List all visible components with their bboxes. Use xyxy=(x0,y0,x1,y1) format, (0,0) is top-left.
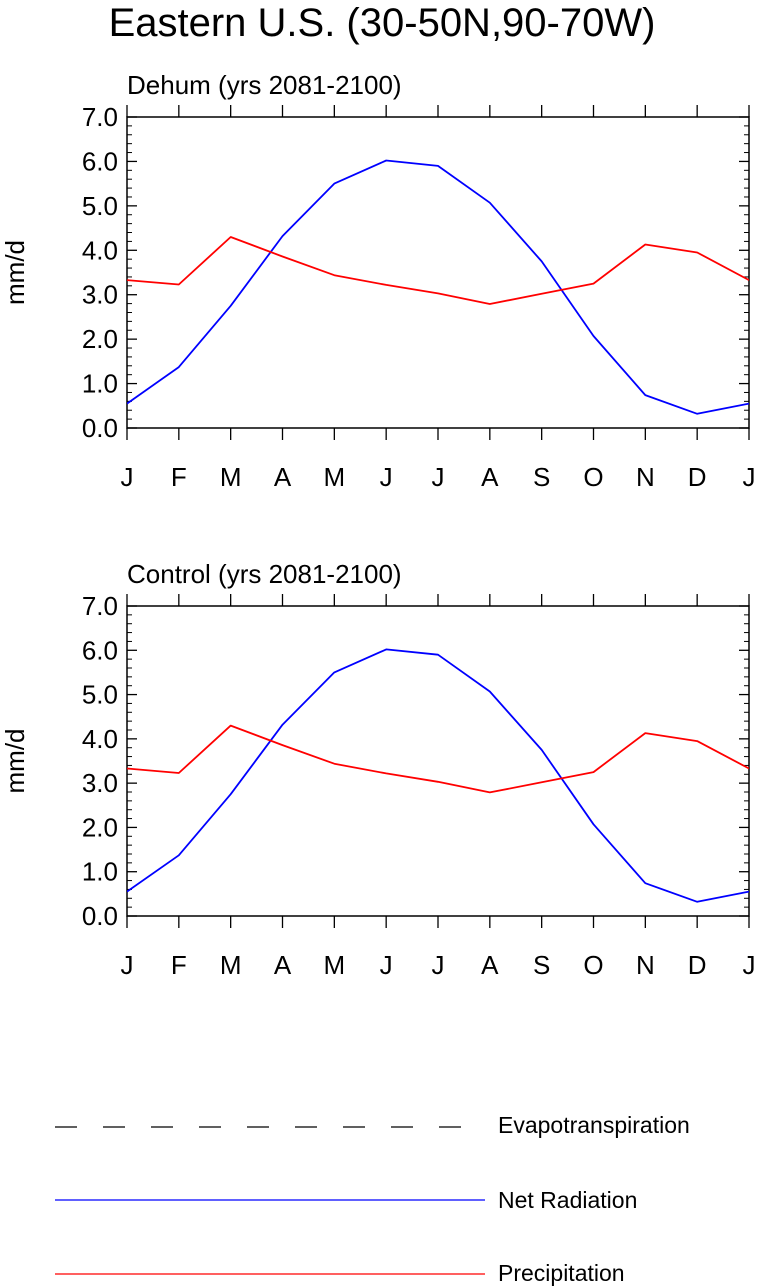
x-tick-label: J xyxy=(432,950,445,980)
panel-title: Dehum (yrs 2081-2100) xyxy=(127,70,402,100)
x-tick-label: M xyxy=(323,950,345,980)
x-tick-label: J xyxy=(432,462,445,492)
x-tick-label: A xyxy=(481,462,499,492)
panel-dehum: Dehum (yrs 2081-2100) 0.0 1.0 2.0 3.0 4.0 5.0 6… xyxy=(0,70,756,492)
series-line-precipitation xyxy=(127,236,749,305)
y-tick-label: 7.0 xyxy=(82,102,118,132)
plot-frame xyxy=(126,605,750,917)
x-tick-label: M xyxy=(220,462,242,492)
x-tick-label: M xyxy=(323,462,345,492)
series-line-precipitation xyxy=(127,724,749,794)
x-tick-label: J xyxy=(380,462,393,492)
y-axis-label: mm/d xyxy=(0,240,30,305)
panel-control: Control (yrs 2081-2100) 0.0 1.0 2.0 3.0 4.0 5.… xyxy=(0,559,756,980)
x-tick-label: J xyxy=(121,950,134,980)
y-tick-label: 6.0 xyxy=(82,146,118,176)
x-tick-label: F xyxy=(171,950,187,980)
panel-title: Control (yrs 2081-2100) xyxy=(127,559,402,589)
plot-frame xyxy=(126,116,750,429)
legend-label-evapotranspiration: Evapotranspiration xyxy=(498,1112,690,1138)
y-tick-label: 1.0 xyxy=(82,857,118,887)
series-line-net-radiation xyxy=(127,648,749,903)
x-tick-label: S xyxy=(533,462,550,492)
y-tick-label: 3.0 xyxy=(82,768,118,798)
x-tick-label: S xyxy=(533,950,550,980)
y-tick-label: 2.0 xyxy=(82,324,118,354)
y-tick-label: 5.0 xyxy=(82,191,118,221)
y-tick-label: 0.0 xyxy=(82,413,118,443)
x-tick-label: D xyxy=(688,462,707,492)
x-tick-label: A xyxy=(274,462,292,492)
x-tick-label: J xyxy=(380,950,393,980)
y-tick-label: 4.0 xyxy=(82,724,118,754)
x-tick-label: M xyxy=(220,950,242,980)
x-tick-label: N xyxy=(636,462,655,492)
x-tick-label: N xyxy=(636,950,655,980)
x-tick-label: O xyxy=(583,950,603,980)
legend-label-precipitation: Precipitation xyxy=(498,1260,625,1286)
legend: Evapotranspiration Net Radiation Precipi… xyxy=(55,1112,690,1286)
legend-label-net-radiation: Net Radiation xyxy=(498,1187,637,1213)
y-tick-label: 6.0 xyxy=(82,635,118,665)
x-tick-label: O xyxy=(583,462,603,492)
x-tick-label: J xyxy=(121,462,134,492)
y-tick-label: 5.0 xyxy=(82,680,118,710)
x-tick-label: F xyxy=(171,462,187,492)
y-tick-label: 2.0 xyxy=(82,812,118,842)
series-line-net-radiation xyxy=(127,159,749,415)
x-tick-label: A xyxy=(481,950,499,980)
y-tick-label: 3.0 xyxy=(82,280,118,310)
x-tick-label: J xyxy=(743,950,756,980)
x-tick-label: J xyxy=(743,462,756,492)
y-tick-label: 1.0 xyxy=(82,369,118,399)
y-axis-label: mm/d xyxy=(0,729,30,794)
x-tick-label: A xyxy=(274,950,292,980)
y-tick-label: 7.0 xyxy=(82,591,118,621)
y-tick-label: 0.0 xyxy=(82,901,118,931)
main-title: Eastern U.S. (30-50N,90-70W) xyxy=(109,1,656,45)
y-tick-label: 4.0 xyxy=(82,235,118,265)
x-tick-label: D xyxy=(688,950,707,980)
